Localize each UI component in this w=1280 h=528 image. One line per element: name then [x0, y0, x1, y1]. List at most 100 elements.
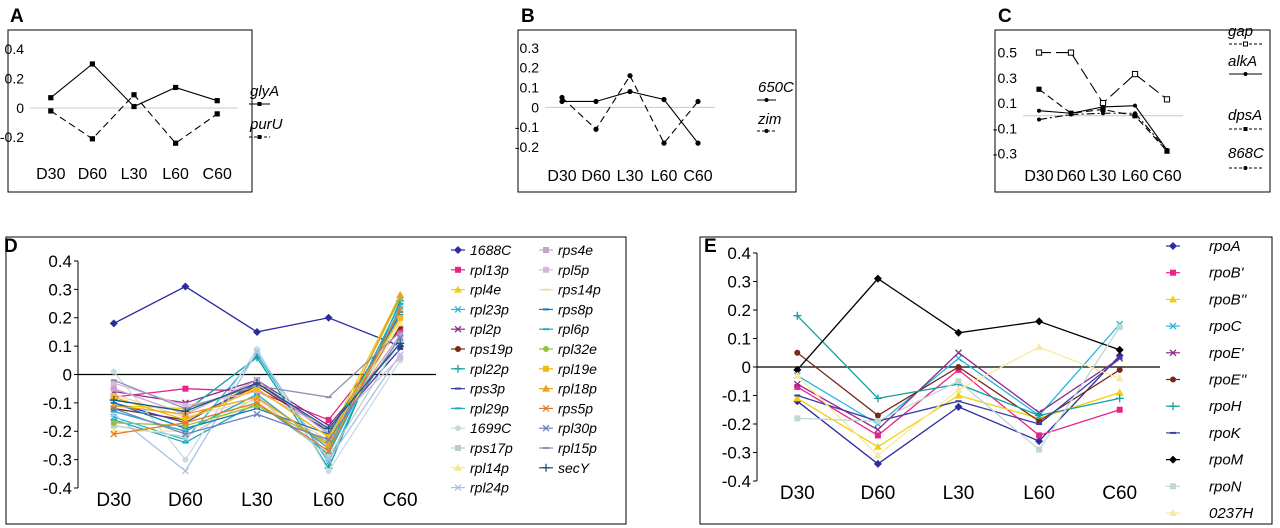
legend-label: rpoE'': [1209, 372, 1248, 389]
y-tick-label: -0.1: [993, 120, 1017, 136]
legend-label: rpoM: [1209, 452, 1244, 469]
legend-marker: [257, 135, 262, 139]
data-point: [325, 456, 333, 464]
data-point: [182, 416, 189, 423]
data-point: [1133, 111, 1137, 116]
series-line: [1039, 52, 1168, 104]
x-tick-label: D30: [96, 490, 131, 511]
x-tick-label: C60: [1102, 483, 1137, 504]
legend-label: rpl13p: [470, 262, 509, 278]
x-tick-label: L30: [241, 490, 273, 511]
legend-label: rpl29p: [470, 400, 509, 416]
x-tick-label: C60: [203, 166, 232, 183]
y-tick-label: -0.1: [722, 386, 751, 405]
legend-marker: [454, 463, 462, 471]
data-point: [182, 402, 189, 409]
legend: glyA purU: [249, 83, 283, 139]
legend-label: rpl15p: [558, 440, 597, 456]
data-point: [955, 349, 962, 357]
series-gap: [1035, 49, 1171, 107]
data-point: [627, 88, 633, 95]
y-tick-label: -0.3: [722, 443, 751, 462]
legend-marker: [1170, 269, 1176, 276]
data-point: [214, 98, 220, 104]
series-line: [50, 63, 218, 108]
x-tick-label: D30: [1024, 168, 1053, 185]
data-point: [695, 140, 701, 146]
data-point: [793, 380, 801, 388]
data-point: [1037, 108, 1041, 113]
y-tick-label: 0.1: [998, 95, 1018, 111]
data-point: [1035, 49, 1043, 56]
data-point: [182, 433, 189, 440]
x-tick-label: L60: [162, 166, 189, 183]
data-point: [325, 467, 332, 474]
data-point: [1131, 70, 1139, 78]
legend-marker: [454, 246, 462, 254]
legend-marker: [257, 102, 262, 106]
x-tick-label: L60: [1023, 483, 1055, 504]
legend-marker: [543, 365, 549, 372]
data-point: [131, 103, 137, 110]
series-rpoN: [794, 324, 1123, 453]
x-tick-label: D60: [581, 168, 610, 185]
data-point: [173, 84, 179, 91]
data-point: [110, 385, 117, 392]
data-point: [954, 391, 963, 399]
data-point: [253, 410, 261, 418]
data-point: [89, 136, 95, 142]
panel-frame: [994, 29, 1271, 193]
data-point: [794, 349, 801, 356]
legend-label: rpoB': [1209, 265, 1245, 282]
data-point: [1035, 437, 1044, 446]
legend-marker: [454, 285, 462, 293]
data-point: [324, 313, 333, 322]
legend-marker: [542, 404, 550, 412]
legend: 650C zim: [757, 79, 794, 133]
data-point: [110, 405, 118, 413]
legend-label: rps4e: [558, 242, 593, 258]
data-point: [1163, 96, 1171, 103]
legend-label: alkA: [1228, 53, 1257, 70]
y-tick-label: 0: [63, 365, 72, 384]
data-point: [181, 407, 190, 416]
data-point: [873, 394, 882, 403]
data-point: [397, 354, 404, 361]
x-tick-label: C60: [383, 490, 418, 511]
y-tick-label: -0.3: [43, 451, 72, 470]
data-point: [1035, 317, 1044, 326]
series-line: [1038, 88, 1168, 152]
data-point: [110, 430, 118, 438]
data-point: [214, 111, 220, 117]
panel-d: D 0.4 0.3 0.2 0.1 0 -0.1 -0.2 -0.3 -0.4 D30 D60 L30 L…: [4, 236, 627, 525]
y-tick-label: 0.4: [727, 244, 751, 263]
data-point: [1067, 49, 1075, 56]
x-tick-label: D30: [36, 166, 65, 183]
legend-label: 650C: [758, 79, 794, 96]
legend-label: rpoH: [1209, 398, 1242, 415]
panel-frame: [7, 29, 253, 193]
legend-marker: [454, 305, 462, 313]
panel-letter: D: [4, 236, 18, 257]
series-rpoM: [793, 274, 1124, 374]
legend-label: rpoC: [1209, 318, 1242, 335]
series-line: [1038, 112, 1168, 151]
x-tick-label: D60: [78, 166, 107, 183]
data-point: [593, 126, 599, 132]
data-point: [1037, 117, 1041, 122]
data-point: [955, 364, 962, 370]
data-point: [48, 108, 54, 114]
legend-label: glyA: [250, 83, 279, 100]
y-tick-label: -0.2: [515, 139, 539, 155]
panel-frame: [699, 236, 1273, 525]
x-tick-label: D60: [168, 490, 203, 511]
series-1688C: [109, 282, 405, 351]
y-tick-label: -0.2: [0, 129, 24, 145]
legend-label: rpl30p: [558, 420, 597, 436]
legend-label: rpl18p: [558, 381, 597, 397]
y-tick-label: 0.2: [520, 60, 540, 76]
data-point: [874, 432, 881, 439]
panel-e: E 0.4 0.3 0.2 0.1 0 -0.1 -0.2 -0.3 -0.4 D30 D60 L30 L…: [699, 236, 1273, 525]
x-tick-label: D60: [1056, 168, 1085, 185]
data-point: [1132, 113, 1138, 119]
